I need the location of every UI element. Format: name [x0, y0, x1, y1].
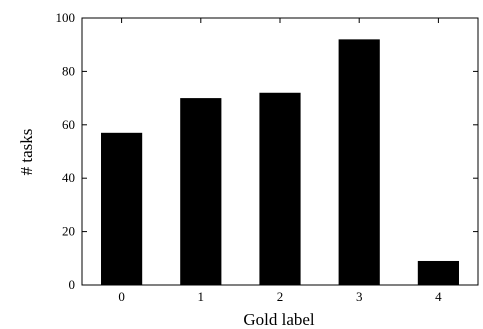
plot-area: 0 20 40 60 80 100 0 1 2 3 4: [56, 10, 479, 304]
y-tick-label-40: 40: [62, 170, 75, 185]
y-tick-label-20: 20: [62, 224, 75, 239]
y-tick-label-80: 80: [62, 63, 75, 78]
bar-2: [259, 92, 301, 285]
x-tick-label-1: 1: [198, 289, 205, 304]
x-tick-label-0: 0: [118, 289, 125, 304]
x-tick-label-4: 4: [435, 289, 442, 304]
x-tick-label-2: 2: [277, 289, 284, 304]
y-tick-label-60: 60: [62, 117, 75, 132]
x-axis-label: Gold label: [243, 310, 315, 329]
bar-1: [180, 98, 222, 285]
bar-3: [338, 39, 380, 285]
x-tick-label-3: 3: [356, 289, 363, 304]
y-axis-label: # tasks: [17, 129, 36, 176]
bar-0: [101, 132, 143, 285]
y-tick-label-100: 100: [56, 10, 76, 25]
y-tick-label-0: 0: [69, 277, 76, 292]
